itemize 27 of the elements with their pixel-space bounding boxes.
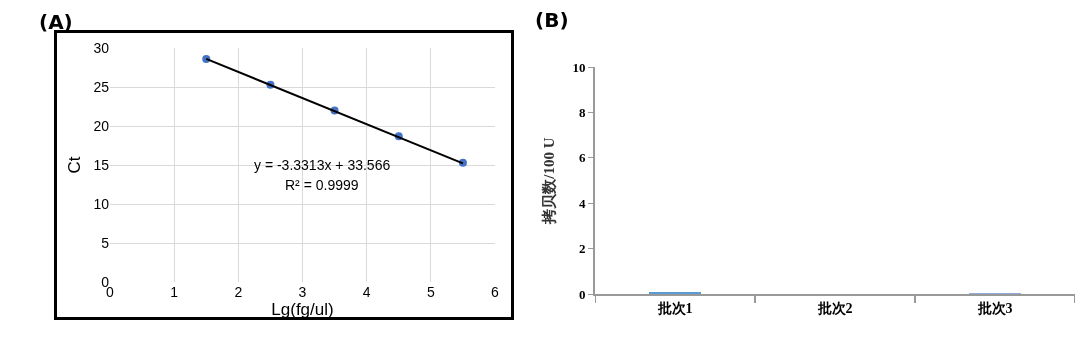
x-tick-label: 5 bbox=[426, 284, 435, 300]
y-axis-title: 拷贝数/100 U bbox=[541, 137, 557, 225]
y-tick-label: 4 bbox=[578, 195, 586, 211]
chart-title: (B) bbox=[535, 8, 569, 32]
y-tick-label: 30 bbox=[93, 39, 110, 56]
y-tick-label: 10 bbox=[93, 195, 110, 212]
x-tick-label: 3 bbox=[298, 284, 307, 300]
annotation: y = -3.3313x + 33.566 bbox=[254, 157, 391, 173]
y-tick-label: 2 bbox=[578, 241, 586, 257]
annotation: R² = 0.9999 bbox=[285, 177, 359, 193]
x-tick-label: 批次2 bbox=[816, 300, 853, 316]
chart-title: (A) bbox=[39, 10, 73, 34]
x-tick-label: 批次3 bbox=[976, 300, 1013, 316]
x-tick-label: 1 bbox=[170, 284, 179, 300]
x-tick-label: 4 bbox=[362, 284, 371, 300]
y-axis-title: Ct bbox=[64, 156, 84, 174]
x-tick-label: 2 bbox=[234, 284, 243, 300]
y-tick-label: 6 bbox=[578, 150, 586, 166]
y-tick-label: 8 bbox=[578, 104, 586, 120]
x-tick-label: 批次1 bbox=[656, 300, 693, 316]
y-tick-label: 10 bbox=[572, 59, 586, 75]
y-tick-label: 20 bbox=[93, 117, 110, 134]
x-axis-title: Lg(fg/ul) bbox=[271, 300, 334, 319]
y-tick-label: 15 bbox=[93, 156, 110, 173]
y-tick-label: 5 bbox=[101, 234, 110, 251]
y-tick-label: 25 bbox=[93, 78, 110, 95]
x-tick-label: 6 bbox=[491, 284, 500, 300]
